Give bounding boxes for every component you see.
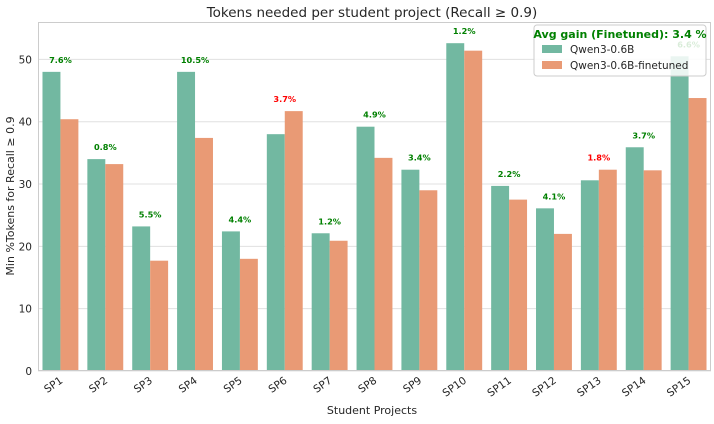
x-tick-label: SP7	[311, 375, 334, 396]
gain-annotation: 1.2%	[453, 26, 476, 36]
bar-qwen-sp14	[625, 147, 644, 371]
bar-finetuned-sp3	[150, 260, 169, 371]
legend-swatch-qwen	[542, 45, 562, 53]
legend-label-qwen: Qwen3-0.6B	[570, 44, 634, 56]
bar-qwen-sp8	[356, 126, 375, 371]
gain-annotation: 3.4%	[408, 153, 431, 163]
bar-qwen-sp6	[266, 134, 285, 371]
bar-finetuned-sp9	[419, 190, 438, 371]
bar-finetuned-sp5	[239, 258, 258, 371]
bar-qwen-sp12	[536, 208, 554, 371]
y-tick-label: 20	[19, 241, 32, 253]
bar-finetuned-sp8	[374, 157, 393, 371]
bar-finetuned-sp6	[284, 111, 303, 372]
legend: Avg gain (Finetuned): 3.4 % Qwen3-0.6B Q…	[533, 24, 707, 77]
x-tick-label: SP14	[620, 374, 649, 399]
gain-annotation: 4.4%	[229, 214, 252, 224]
gain-annotation: 1.2%	[318, 216, 341, 226]
legend-swatch-finetuned	[542, 61, 562, 69]
gain-annotation: 3.7%	[273, 94, 296, 104]
x-tick-label: SP4	[177, 374, 200, 395]
bar-qwen-sp4	[177, 71, 196, 371]
y-tick-label: 30	[19, 179, 32, 191]
bar-qwen-sp3	[132, 226, 151, 371]
bar-qwen-sp7	[311, 233, 330, 371]
x-tick-label: SP5	[222, 375, 245, 396]
bar-finetuned-sp10	[464, 50, 483, 372]
y-tick-label: 0	[25, 366, 32, 378]
bar-finetuned-sp2	[105, 164, 124, 371]
bar-finetuned-sp11	[509, 199, 528, 371]
bars	[42, 43, 707, 372]
bar-finetuned-sp14	[643, 170, 662, 371]
bar-qwen-sp10	[446, 43, 465, 372]
bar-finetuned-sp12	[553, 233, 572, 371]
bar-finetuned-sp15	[688, 98, 707, 372]
x-tick-label: SP13	[575, 375, 603, 400]
x-tick-label: SP12	[530, 375, 558, 400]
x-tick-label: SP2	[87, 375, 110, 396]
x-tick-label: SP3	[132, 375, 155, 396]
x-tick-label: SP11	[485, 375, 513, 400]
x-tick-label: SP6	[266, 374, 289, 395]
bar-qwen-sp5	[221, 231, 240, 371]
x-tick-label: SP8	[356, 375, 379, 396]
bar-qwen-sp2	[87, 159, 106, 371]
y-tick-label: 40	[19, 117, 32, 129]
x-tick-label: SP1	[42, 375, 65, 396]
y-axis-label: Min %Tokens for Recall ≥ 0.9	[4, 116, 17, 275]
gain-annotation: 2.2%	[498, 169, 521, 179]
bar-qwen-sp11	[491, 185, 510, 371]
gain-annotation: 10.5%	[181, 55, 209, 65]
x-tick-label: SP9	[401, 375, 424, 396]
x-tick-label: SP10	[440, 375, 468, 400]
x-axis-label: Student Projects	[327, 404, 417, 417]
x-tick-label: SP15	[665, 375, 693, 400]
bar-finetuned-sp7	[329, 240, 348, 371]
gain-annotation: 5.5%	[139, 209, 162, 219]
gain-annotation: 7.6%	[49, 55, 72, 65]
gain-annotation: 1.8%	[587, 153, 610, 163]
gain-annotation: 0.8%	[94, 142, 117, 152]
bar-finetuned-sp13	[598, 169, 617, 371]
gain-annotation: 4.1%	[543, 191, 566, 201]
legend-title: Avg gain (Finetuned): 3.4 %	[533, 28, 706, 41]
gain-annotation: 4.9%	[363, 110, 386, 120]
gain-annotation: 3.7%	[632, 130, 655, 140]
legend-box	[533, 24, 707, 77]
bar-qwen-sp15	[670, 56, 689, 371]
y-tick-label: 50	[19, 54, 32, 66]
chart-title: Tokens needed per student project (Recal…	[206, 5, 538, 21]
bar-qwen-sp9	[401, 169, 420, 371]
plot-frame	[38, 22, 711, 371]
bar-finetuned-sp1	[60, 119, 79, 371]
bar-finetuned-sp4	[195, 137, 213, 371]
y-tick-label: 10	[19, 304, 32, 316]
bar-qwen-sp1	[42, 71, 61, 371]
bar-qwen-sp13	[580, 180, 599, 371]
legend-label-finetuned: Qwen3-0.6B-finetuned	[570, 60, 688, 72]
